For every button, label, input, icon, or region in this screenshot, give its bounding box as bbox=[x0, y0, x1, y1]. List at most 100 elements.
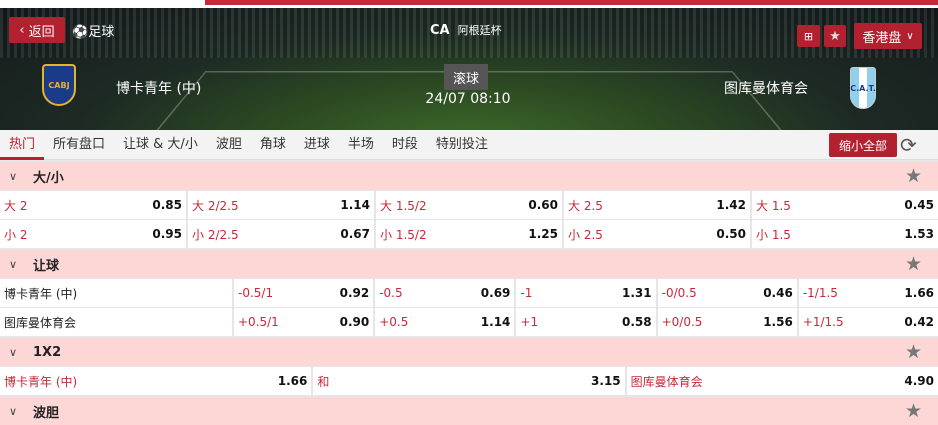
odds-format-select[interactable]: 香港盘 ∨ bbox=[854, 23, 922, 49]
home-team-name: 博卡青年 (中) bbox=[116, 81, 202, 97]
section-over-under[interactable]: ∨ 大/小 ★ bbox=[0, 162, 938, 190]
market-tabs: 热门 所有盘口 让球 & 大/小 波胆 角球 进球 半场 时段 特别投注 缩小全… bbox=[0, 130, 938, 160]
odds-label: -1/1.5 bbox=[802, 286, 838, 300]
scoreboard-button[interactable]: ⊞ bbox=[797, 25, 820, 47]
chevron-down-icon: ∨ bbox=[9, 404, 18, 418]
odds-cell[interactable]: +1 0.58 bbox=[516, 308, 656, 336]
odds-value: 0.95 bbox=[152, 227, 182, 241]
odds-value: 0.90 bbox=[339, 315, 370, 329]
back-button[interactable]: ‹ 返回 bbox=[9, 17, 65, 43]
star-icon[interactable]: ★ bbox=[904, 341, 922, 363]
odds-label: -0.5/1 bbox=[238, 286, 274, 300]
odds-label: 大 2.5 bbox=[568, 198, 603, 213]
match-time: 24/07 08:10 bbox=[425, 91, 511, 107]
odds-label: 大 1.5/2 bbox=[380, 198, 427, 213]
odds-label: 大 2 bbox=[4, 198, 28, 213]
odds-cell[interactable]: 小 1.5/2 1.25 bbox=[376, 220, 562, 248]
odds-label: 和 bbox=[317, 374, 330, 389]
tab-corners[interactable]: 角球 bbox=[259, 136, 286, 152]
odds-cell[interactable]: -0.5 0.69 bbox=[375, 279, 515, 307]
odds-label: +1/1.5 bbox=[802, 315, 844, 329]
odds-cell[interactable]: 图库曼体育会 4.90 bbox=[626, 367, 938, 395]
odds-cell[interactable]: 小 2 0.95 bbox=[0, 220, 186, 248]
odds-cell[interactable]: 大 2 0.85 bbox=[0, 191, 186, 219]
table-row: 大 2 0.85 大 2/2.5 1.14 大 1.5/2 0.60 大 2.5 1.42 大 … bbox=[0, 191, 938, 219]
odds-value: 1.14 bbox=[340, 198, 370, 212]
pitch-icon: ⊞ bbox=[803, 29, 814, 43]
away-team-name: 图库曼体育会 bbox=[724, 81, 808, 97]
section-title: 大/小 bbox=[33, 170, 64, 186]
odds-cell[interactable]: 大 2.5 1.42 bbox=[564, 191, 750, 219]
section-handicap[interactable]: ∨ 让球 ★ bbox=[0, 250, 938, 278]
tab-correct-score[interactable]: 波胆 bbox=[215, 136, 242, 152]
odds-value: 0.50 bbox=[716, 227, 746, 241]
odds-value: 0.69 bbox=[480, 286, 511, 300]
odds-value: 0.58 bbox=[622, 315, 652, 329]
collapse-all-button[interactable]: 缩小全部 bbox=[829, 133, 897, 157]
odds-label: 小 2 bbox=[4, 227, 28, 242]
league: CA 阿根廷杯 bbox=[430, 22, 502, 38]
match-header: ‹ 返回 ⚽足球 CA 阿根廷杯 ⊞ ★ 香港盘 ∨ CABJ 博卡青年 (中) 滚球… bbox=[0, 8, 938, 130]
odds-cell[interactable]: 小 1.5 1.53 bbox=[752, 220, 938, 248]
odds-cell[interactable]: 和 3.15 bbox=[313, 367, 625, 395]
top-strip bbox=[0, 0, 938, 8]
sport-label: ⚽足球 bbox=[72, 21, 114, 40]
odds-cell[interactable]: +0.5 1.14 bbox=[375, 308, 515, 336]
favorite-button[interactable]: ★ bbox=[824, 25, 846, 47]
odds-label: 小 1.5 bbox=[756, 227, 791, 242]
odds-value: 1.56 bbox=[763, 315, 793, 329]
odds-cell[interactable]: 小 2.5 0.50 bbox=[564, 220, 750, 248]
section-1x2[interactable]: ∨ 1X2 ★ bbox=[0, 338, 938, 366]
odds-value: 1.66 bbox=[904, 286, 935, 300]
odds-value: 0.42 bbox=[904, 315, 935, 329]
odds-label: -0.5 bbox=[379, 286, 403, 300]
chevron-down-icon: ∨ bbox=[906, 30, 914, 42]
tab-hot[interactable]: 热门 bbox=[0, 130, 45, 160]
live-badge: 滚球 bbox=[444, 64, 488, 90]
odds-cell[interactable]: +0/0.5 1.56 bbox=[657, 308, 797, 336]
tab-period[interactable]: 时段 bbox=[391, 136, 418, 152]
odds-value: 3.15 bbox=[591, 374, 621, 388]
odds-cell[interactable]: -1/1.5 1.66 bbox=[798, 279, 938, 307]
tab-hdp-ou[interactable]: 让球 & 大/小 bbox=[123, 136, 198, 152]
odds-cell[interactable]: 大 1.5/2 0.60 bbox=[376, 191, 562, 219]
odds-label: -1 bbox=[520, 286, 533, 300]
table-row: 图库曼体育会 +0.5/1 0.90 +0.5 1.14 +1 0.58 +0/0.5 1.56… bbox=[0, 308, 938, 336]
tab-all[interactable]: 所有盘口 bbox=[53, 136, 106, 152]
odds-label: 图库曼体育会 bbox=[630, 374, 703, 389]
odds-cell[interactable]: -1 1.31 bbox=[516, 279, 656, 307]
odds-value: 0.46 bbox=[763, 286, 793, 300]
home-team-crest: CABJ bbox=[42, 64, 76, 106]
odds-value: 1.25 bbox=[528, 227, 558, 241]
odds-cell[interactable]: -0.5/1 0.92 bbox=[234, 279, 374, 307]
odds-value: 0.92 bbox=[339, 286, 370, 300]
tab-half[interactable]: 半场 bbox=[347, 136, 374, 152]
odds-cell[interactable]: +0.5/1 0.90 bbox=[234, 308, 374, 336]
odds-cell[interactable]: -0/0.5 0.46 bbox=[657, 279, 797, 307]
odds-cell[interactable]: 小 2/2.5 0.67 bbox=[188, 220, 374, 248]
section-correct-score[interactable]: ∨ 波胆 ★ bbox=[0, 397, 938, 425]
refresh-icon[interactable]: ⟳ bbox=[900, 133, 917, 157]
odds-value: 0.45 bbox=[904, 198, 934, 212]
odds-cell[interactable]: 博卡青年 (中) 1.66 bbox=[0, 367, 312, 395]
odds-value: 1.31 bbox=[622, 286, 652, 300]
tab-goals[interactable]: 进球 bbox=[303, 136, 330, 152]
odds-cell[interactable]: +1/1.5 0.42 bbox=[798, 308, 938, 336]
star-icon[interactable]: ★ bbox=[904, 253, 922, 275]
star-icon[interactable]: ★ bbox=[904, 165, 922, 187]
table-row: 小 2 0.95 小 2/2.5 0.67 小 1.5/2 1.25 小 2.5 0.50 小 … bbox=[0, 220, 938, 248]
tab-specials[interactable]: 特别投注 bbox=[435, 136, 488, 152]
star-icon: ★ bbox=[829, 28, 841, 44]
away-team-crest: C.A.T. bbox=[850, 67, 876, 109]
soccer-ball-icon: ⚽ bbox=[72, 25, 89, 40]
odds-value: 0.85 bbox=[152, 198, 182, 212]
odds-value: 1.42 bbox=[716, 198, 746, 212]
odds-value: 4.90 bbox=[904, 374, 934, 388]
chevron-down-icon: ∨ bbox=[9, 169, 18, 183]
odds-cell[interactable]: 大 2/2.5 1.14 bbox=[188, 191, 374, 219]
team-name: 博卡青年 (中) bbox=[0, 279, 232, 307]
odds-cell[interactable]: 大 1.5 0.45 bbox=[752, 191, 938, 219]
odds-value: 0.60 bbox=[528, 198, 558, 212]
star-icon[interactable]: ★ bbox=[904, 400, 922, 422]
chevron-left-icon: ‹ bbox=[19, 22, 25, 38]
